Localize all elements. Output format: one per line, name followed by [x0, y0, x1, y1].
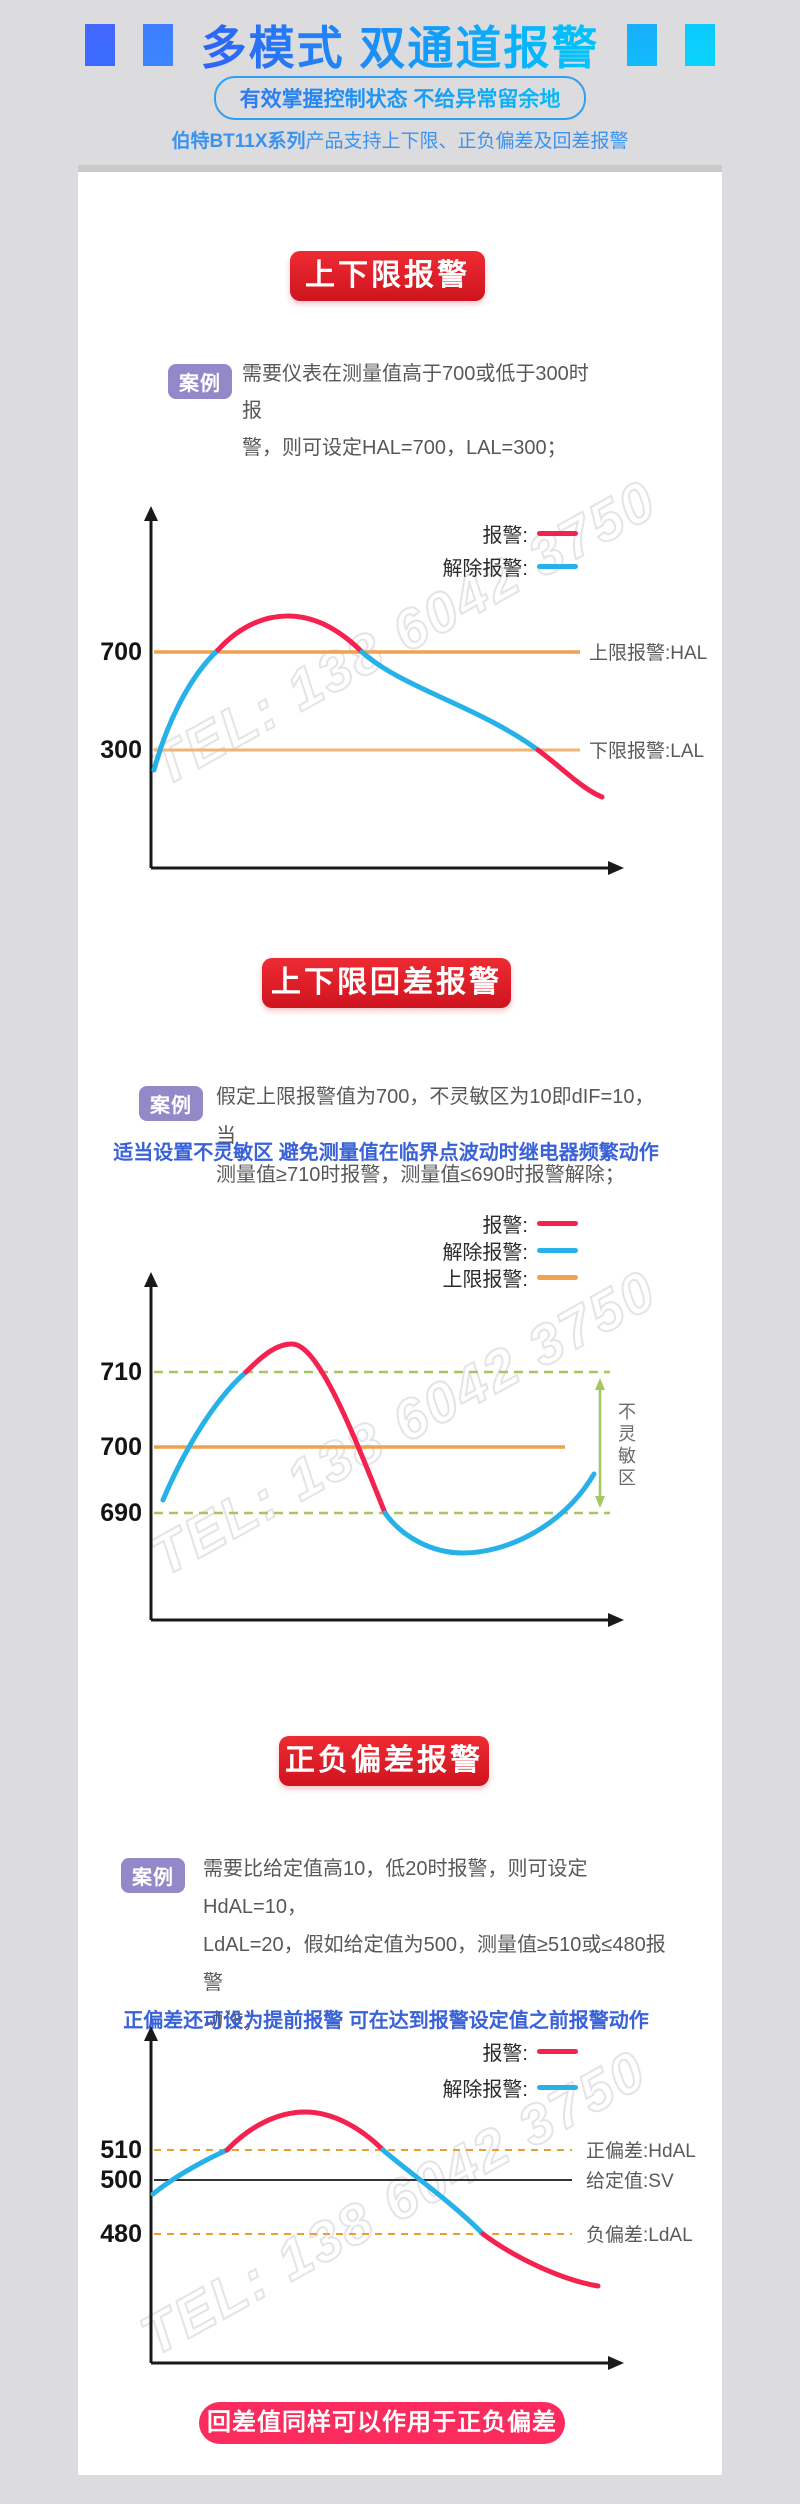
alarm-curve-segment — [480, 2231, 601, 2289]
legend-item-alarm: 报警: — [482, 521, 578, 547]
alarm-curve-segment — [215, 613, 365, 655]
legend-item-alarm: 报警: — [482, 2039, 578, 2065]
release-curve-segment — [151, 647, 221, 773]
legend-label: 上限报警: — [442, 1268, 528, 1291]
case-description: 需要仪表在测量值高于700或低于300时报 警，则可设定HAL=700，LAL=… — [242, 363, 589, 459]
section-badge-deviation: 正负偏差报警 — [279, 1736, 489, 1786]
deadband-annotation: 不灵敏区 — [616, 1402, 636, 1490]
legend-item-high-limit: 上限报警: — [442, 1265, 578, 1291]
release-curve-segment — [150, 2147, 230, 2197]
chart-deviation: 510 500 480 正偏差:HdAL 给定值:SV 负偏差:LdAL — [100, 2026, 696, 2370]
release-curve-segment — [382, 1471, 597, 1556]
y-tick-510: 510 — [100, 2136, 142, 2164]
legend-item-release: 解除报警: — [442, 554, 578, 580]
subtitle-rest: 产品支持上下限、正负偏差及回差报警 — [305, 131, 629, 152]
card-top-strip — [78, 165, 722, 172]
release-line-swatch-icon — [537, 1247, 578, 1253]
limit-line-swatch-icon — [537, 1274, 578, 1280]
section-badge-high-low-limit: 上下限报警 — [290, 251, 485, 301]
legend-label: 报警: — [482, 524, 528, 547]
legend-label: 解除报警: — [442, 1241, 528, 1264]
chart-high-low-limit: 700 300 上限报警:HAL 下限报警:LAL — [100, 506, 707, 875]
y-axis-arrow-icon — [144, 1272, 158, 1287]
alarm-line-swatch-icon — [537, 1220, 578, 1226]
case-description: 假定上限报警值为700，不灵敏区为10即dIF=10，当 测量值≥710时报警，… — [216, 1086, 655, 1186]
deviation-note: 正偏差还可设为提前报警 可在达到报警设定值之前报警动作 — [123, 2010, 649, 2032]
y-axis-arrow-icon — [144, 2026, 158, 2041]
decor-square-icon — [142, 24, 173, 66]
alarm-curve-segment — [243, 1341, 388, 1516]
alarm-curve-segment — [224, 2109, 386, 2153]
legend-item-alarm: 报警: — [482, 1211, 578, 1237]
case-description: 需要比给定值高10，低20时报警，则可设定HdAL=10， LdAL=20，假如… — [203, 1858, 666, 2032]
chart-hysteresis: 710 700 690 — [100, 1272, 624, 1627]
legend-item-release: 解除报警: — [442, 1238, 578, 1264]
legend-label: 解除报警: — [442, 557, 528, 580]
hal-line-label: 上限报警:HAL — [589, 642, 707, 664]
tagline-text: 有效掌握控制状态 不给异常留余地 — [239, 88, 561, 111]
brand-name: 伯特BT11X系列 — [171, 131, 306, 152]
page-title: 多模式 双通道报警 — [201, 12, 600, 78]
legend-label: 解除报警: — [442, 2078, 528, 2101]
release-curve-segment — [380, 2147, 486, 2237]
content-card — [78, 165, 722, 2475]
legend-label: 报警: — [482, 2042, 528, 2065]
section-badge-hysteresis: 上下限回差报警 — [262, 958, 511, 1008]
release-curve-segment — [359, 649, 541, 753]
tagline-row: 有效掌握控制状态 不给异常留余地 — [0, 76, 800, 120]
legend-item-release: 解除报警: — [442, 2075, 578, 2101]
y-tick-500: 500 — [100, 2166, 142, 2194]
release-curve-segment — [160, 1369, 249, 1503]
page-header: 多模式 双通道报警 — [0, 12, 800, 78]
lal-line-label: 下限报警:LAL — [589, 740, 704, 762]
sv-line-label: 给定值:SV — [586, 2170, 674, 2192]
y-tick-690: 690 — [100, 1499, 142, 1527]
y-tick-480: 480 — [100, 2220, 142, 2248]
y-axis-arrow-icon — [144, 506, 158, 521]
alarm-curve-segment — [535, 747, 605, 800]
legend-label: 报警: — [482, 1214, 528, 1237]
y-tick-700: 700 — [100, 1433, 142, 1461]
case-label-badge: 案例 — [139, 1086, 203, 1121]
y-tick-300: 300 — [100, 736, 142, 764]
y-tick-710: 710 — [100, 1358, 142, 1386]
footer-banner: 回差值同样可以作用于正负偏差 — [199, 2402, 565, 2444]
series-subtitle: 伯特BT11X系列产品支持上下限、正负偏差及回差报警 — [0, 126, 800, 153]
ldal-line-label: 负偏差:LdAL — [586, 2224, 693, 2246]
alarm-line-swatch-icon — [537, 2048, 578, 2054]
alarm-line-swatch-icon — [537, 530, 578, 536]
release-line-swatch-icon — [537, 563, 578, 569]
release-line-swatch-icon — [537, 2084, 578, 2090]
y-tick-700: 700 — [100, 638, 142, 666]
decor-square-icon — [685, 24, 716, 66]
decor-square-icon — [84, 24, 115, 66]
case-label-badge: 案例 — [121, 1858, 185, 1893]
x-axis-arrow-icon — [608, 2356, 624, 2370]
decor-square-icon — [627, 24, 658, 66]
tagline-pill: 有效掌握控制状态 不给异常留余地 — [213, 76, 587, 120]
deadband-note: 适当设置不灵敏区 避免测量值在临界点波动时继电器频繁动作 — [113, 1142, 659, 1164]
x-axis-arrow-icon — [608, 861, 624, 875]
case-label-badge: 案例 — [168, 364, 232, 399]
x-axis-arrow-icon — [608, 1613, 624, 1627]
hdal-line-label: 正偏差:HdAL — [586, 2140, 696, 2162]
